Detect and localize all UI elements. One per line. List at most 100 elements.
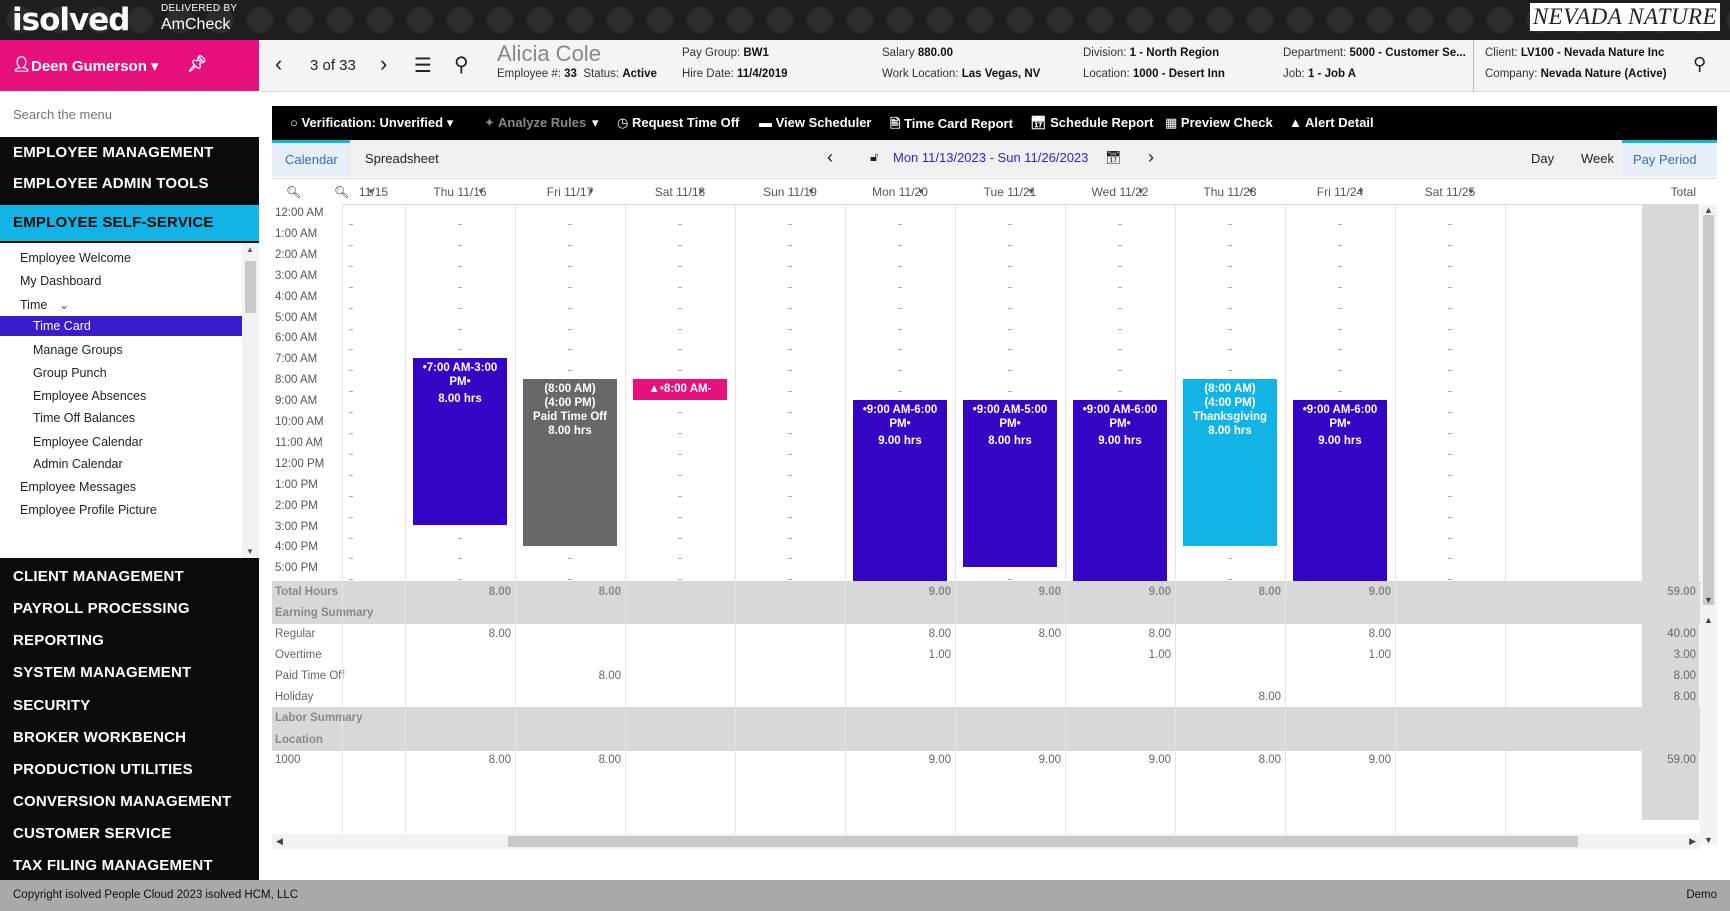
- scroll-down-icon[interactable]: ▼: [246, 547, 254, 556]
- submenu-scrollbar[interactable]: ▲ ▼: [242, 243, 259, 558]
- column-header-5[interactable]: Mon 11/20: [845, 179, 955, 205]
- column-menu-icon[interactable]: ▼: [917, 187, 925, 196]
- submenu-employee-welcome[interactable]: Employee Welcome: [20, 251, 131, 265]
- lock-icon[interactable]: 🔓︎: [870, 149, 879, 164]
- column-header-total[interactable]: Total: [1505, 179, 1699, 205]
- section-system-management[interactable]: SYSTEM MANAGEMENT: [13, 664, 192, 681]
- section-reporting[interactable]: REPORTING: [13, 632, 104, 649]
- section-broker-workbench[interactable]: BROKER WORKBENCH: [13, 729, 187, 746]
- tab-spreadsheet[interactable]: Spreadsheet: [365, 151, 439, 166]
- scroll-down-icon[interactable]: ▼: [1704, 595, 1713, 605]
- shift-block[interactable]: (8:00 AM) (4:00 PM) Paid Time Off 8.00 hrs: [523, 379, 617, 547]
- alert-detail-button[interactable]: ▲ Alert Detail: [1289, 115, 1374, 130]
- prev-period-button[interactable]: ‹: [827, 147, 833, 167]
- submenu-time[interactable]: Time ⌄: [20, 298, 70, 312]
- search-icon[interactable]: ⚲: [454, 54, 469, 76]
- list-icon[interactable]: ☰: [414, 55, 432, 77]
- submenu-employee-messages[interactable]: Employee Messages: [20, 480, 137, 494]
- section-tax-filing-management[interactable]: TAX FILING MANAGEMENT: [13, 857, 213, 874]
- column-header-2[interactable]: Fri 11/17: [515, 179, 625, 205]
- shift-block[interactable]: •9:00 AM-6:00 PM• 9.00 hrs: [1073, 400, 1167, 589]
- user-menu[interactable]: 👤︎ Deen Gumerson ▾ 📌︎: [0, 40, 259, 91]
- zoom-out-icon[interactable]: 🔍︎: [334, 185, 350, 199]
- column-menu-icon[interactable]: ▼: [1137, 187, 1145, 196]
- menu-search-input[interactable]: [0, 91, 259, 137]
- column-menu-icon[interactable]: ▼: [477, 187, 485, 196]
- summary-scroll-up-icon[interactable]: ▲: [1704, 615, 1713, 625]
- client-search-icon[interactable]: ⚲: [1693, 54, 1707, 74]
- section-employee-admin-tools[interactable]: EMPLOYEE ADMIN TOOLS: [13, 175, 209, 192]
- analyze-rules-dropdown[interactable]: ▾: [592, 115, 599, 130]
- column-menu-icon[interactable]: ▼: [367, 187, 375, 196]
- view-day-button[interactable]: Day: [1531, 151, 1555, 166]
- column-menu-icon[interactable]: ▼: [1467, 187, 1475, 196]
- column-menu-icon[interactable]: ▼: [1027, 187, 1035, 196]
- submenu-scroll-thumb[interactable]: [245, 261, 256, 313]
- section-security[interactable]: SECURITY: [13, 697, 91, 714]
- pin-icon[interactable]: 📌︎: [187, 56, 208, 73]
- section-payroll-processing[interactable]: PAYROLL PROCESSING: [13, 600, 190, 617]
- column-menu-icon[interactable]: ▼: [1357, 187, 1365, 196]
- shift-block[interactable]: •9:00 AM-6:00 PM• 9.00 hrs: [1293, 400, 1387, 589]
- column-menu-icon[interactable]: ▼: [1247, 187, 1255, 196]
- scroll-up-icon[interactable]: ▲: [1704, 205, 1713, 215]
- section-employee-self-service[interactable]: EMPLOYEE SELF-SERVICE: [0, 205, 259, 241]
- scroll-right-icon[interactable]: ▶: [1689, 836, 1696, 846]
- request-time-off-button[interactable]: ◷ Request Time Off: [617, 115, 740, 130]
- submenu-employee-absences[interactable]: Employee Absences: [33, 389, 147, 403]
- scroll-left-icon[interactable]: ◀: [276, 836, 283, 846]
- time-card-report-button[interactable]: 🖹︎ Time Card Report: [890, 116, 1013, 131]
- column-header-0[interactable]: 11/15: [342, 179, 405, 205]
- scroll-up-icon[interactable]: ▲: [246, 245, 254, 254]
- view-scheduler-button[interactable]: ▬ View Scheduler: [759, 115, 872, 130]
- shift-block[interactable]: ▲•8:00 AM-: [633, 379, 727, 401]
- submenu-employee-calendar[interactable]: Employee Calendar: [33, 435, 143, 449]
- calendar-picker-icon[interactable]: 📅︎: [1105, 150, 1122, 165]
- column-header-7[interactable]: Wed 11/22: [1065, 179, 1175, 205]
- section-employee-management[interactable]: EMPLOYEE MANAGEMENT: [13, 144, 214, 161]
- column-header-8[interactable]: Thu 11/23: [1175, 179, 1285, 205]
- submenu-time-card[interactable]: Time Card: [0, 316, 242, 336]
- prev-employee-button[interactable]: ‹: [275, 51, 283, 76]
- grid-hscroll-thumb[interactable]: [508, 836, 1578, 847]
- verification-dropdown[interactable]: ○ Verification: Unverified ▾: [290, 115, 454, 130]
- submenu-time-off-balances[interactable]: Time Off Balances: [33, 411, 136, 425]
- preview-check-button[interactable]: ▦ Preview Check: [1165, 115, 1273, 130]
- date-range[interactable]: Mon 11/13/2023 - Sun 11/26/2023: [893, 150, 1089, 165]
- column-menu-icon[interactable]: ▼: [697, 187, 705, 196]
- next-period-button[interactable]: ›: [1148, 147, 1154, 167]
- view-week-button[interactable]: Week: [1581, 151, 1614, 166]
- section-client-management[interactable]: CLIENT MANAGEMENT: [13, 568, 184, 585]
- shift-block[interactable]: •9:00 AM-5:00 PM• 8.00 hrs: [963, 400, 1057, 568]
- column-header-10[interactable]: Sat 11/25: [1395, 179, 1505, 205]
- column-header-3[interactable]: Sat 11/18: [625, 179, 735, 205]
- grid-vscroll-thumb[interactable]: [1703, 215, 1714, 605]
- column-header-1[interactable]: Thu 11/16: [405, 179, 515, 205]
- section-customer-service[interactable]: CUSTOMER SERVICE: [13, 825, 172, 842]
- section-conversion-management[interactable]: CONVERSION MANAGEMENT: [13, 793, 232, 810]
- view-pay-period-button[interactable]: Pay Period: [1622, 140, 1717, 177]
- tab-calendar[interactable]: Calendar: [272, 140, 350, 177]
- zoom-in-icon[interactable]: 🔍︎: [286, 185, 302, 199]
- column-menu-icon[interactable]: ▼: [587, 187, 595, 196]
- shift-block[interactable]: •7:00 AM-3:00 PM• 8.00 hrs: [413, 358, 507, 526]
- submenu-my-dashboard[interactable]: My Dashboard: [20, 274, 102, 288]
- summary-scroll-down-icon[interactable]: ▼: [1704, 835, 1713, 845]
- analyze-rules-button[interactable]: ✦ Analyze Rules: [484, 115, 587, 130]
- column-header-9[interactable]: Fri 11/24: [1285, 179, 1395, 205]
- submenu-admin-calendar[interactable]: Admin Calendar: [33, 457, 123, 471]
- shift-block[interactable]: •9:00 AM-6:00 PM• 9.00 hrs: [853, 400, 947, 589]
- grid-horizontal-scrollbar[interactable]: ◀ ▶: [272, 834, 1700, 849]
- submenu-group-punch[interactable]: Group Punch: [33, 366, 107, 380]
- column-menu-icon[interactable]: ▼: [807, 187, 815, 196]
- column-header-4[interactable]: Sun 11/19: [735, 179, 845, 205]
- grid-vertical-scrollbar[interactable]: ▲ ▼ ▲ ▼: [1700, 205, 1717, 845]
- schedule-report-button[interactable]: 📅︎ Schedule Report: [1030, 115, 1154, 130]
- submenu-manage-groups[interactable]: Manage Groups: [33, 343, 123, 357]
- section-production-utilities[interactable]: PRODUCTION UTILITIES: [13, 761, 193, 778]
- column-header-6[interactable]: Tue 11/21: [955, 179, 1065, 205]
- user-name[interactable]: Deen Gumerson ▾: [31, 58, 159, 75]
- shift-block[interactable]: (8:00 AM) (4:00 PM) Thanksgiving 8.00 hrs: [1183, 379, 1277, 547]
- next-employee-button[interactable]: ›: [380, 51, 388, 76]
- submenu-employee-profile-picture[interactable]: Employee Profile Picture: [20, 503, 157, 517]
